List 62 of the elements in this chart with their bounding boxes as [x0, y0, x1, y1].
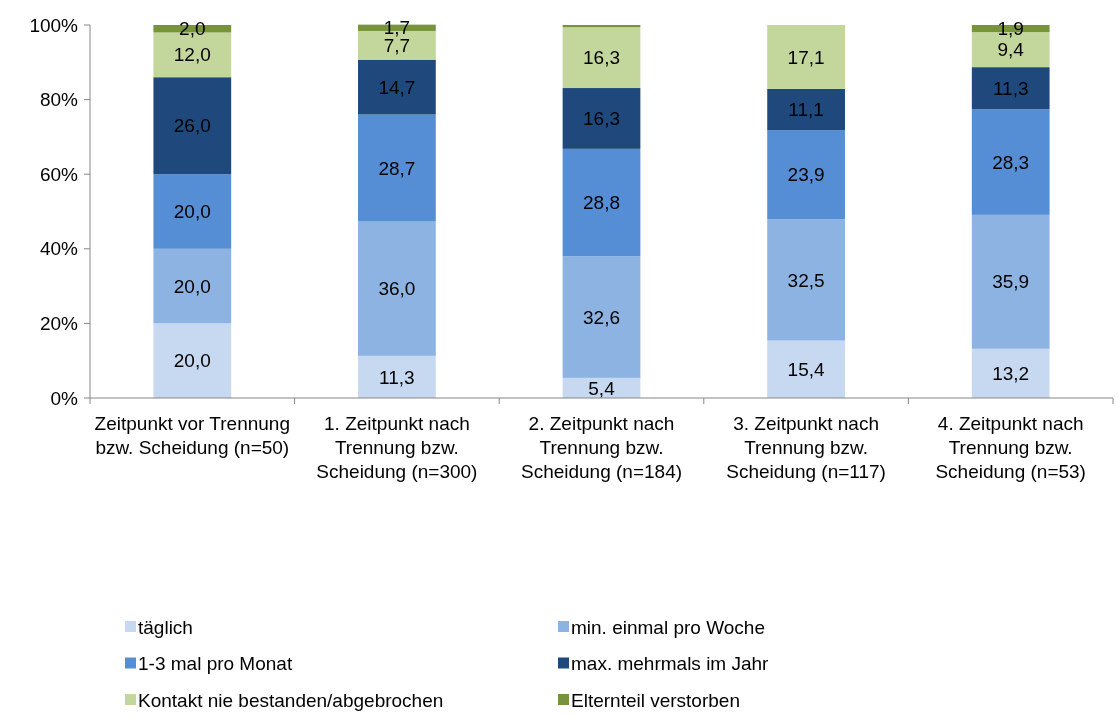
data-label: 14,7 [378, 76, 416, 98]
bar [358, 221, 436, 356]
y-tick-label: 100% [29, 14, 79, 36]
data-label: 28,7 [378, 157, 416, 179]
bar [562, 27, 641, 89]
data-label: 16,3 [583, 47, 620, 69]
y-tick-label: 0% [50, 387, 79, 409]
bar [562, 256, 641, 378]
data-label: 16,3 [583, 108, 620, 130]
data-label: 11,1 [788, 99, 824, 121]
bar [358, 59, 436, 115]
bar [971, 67, 1050, 110]
bar [153, 174, 232, 249]
bar [767, 340, 845, 398]
bar [971, 348, 1050, 398]
bar [562, 88, 641, 149]
legend-label: 1-3 mal pro Monat [138, 653, 293, 675]
legend-label: max. mehrmals im Jahr [571, 653, 770, 675]
bar [153, 248, 232, 324]
data-label: 11,3 [379, 366, 415, 388]
data-label: 12,0 [173, 44, 211, 66]
bar [153, 323, 232, 398]
bar [971, 109, 1050, 215]
data-label: 35,9 [992, 271, 1030, 293]
bar [767, 88, 845, 131]
data-label: 36,0 [378, 278, 416, 300]
data-label: 15,4 [787, 358, 826, 380]
data-label: 17,1 [787, 46, 825, 68]
bar [767, 25, 845, 89]
y-tick-label: 60% [39, 163, 79, 185]
data-label: 20,0 [173, 275, 211, 297]
legend-label: Kontakt nie bestanden/abgebrochen [138, 689, 444, 711]
data-label: 9,4 [997, 39, 1025, 61]
data-label: 20,0 [173, 350, 211, 372]
legend-label: täglich [138, 616, 193, 638]
data-label: 32,6 [583, 306, 620, 328]
bar [153, 77, 232, 175]
bar [971, 214, 1050, 349]
bar [358, 355, 436, 398]
legend-label: Elternteil verstorben [571, 689, 740, 711]
legend-label: min. einmal pro Woche [571, 616, 765, 638]
data-label: 28,3 [992, 151, 1030, 173]
data-label: 26,0 [173, 115, 211, 137]
bar [767, 130, 845, 220]
y-tick-label: 20% [39, 313, 79, 335]
bar [562, 148, 641, 257]
data-label: 32,5 [787, 269, 825, 291]
x-tick-label: Zeitpunkt vor Trennung bzw. Scheidung (n=50) [94, 413, 290, 458]
y-tick-label: 40% [39, 238, 79, 260]
data-label: 23,9 [787, 164, 825, 186]
data-label: 5,4 [588, 377, 616, 399]
x-tick-label: 4. Zeitpunkt nach Trennung bzw. Scheidung (n=53) [935, 413, 1086, 482]
data-label: 28,8 [583, 192, 620, 214]
x-tick-label: 3. Zeitpunkt nach Trennung bzw. Scheidung (n=117) [726, 413, 886, 482]
x-tick-label: 1. Zeitpunkt nach Trennung bzw. Scheidung (n=300) [316, 413, 478, 482]
x-tick-label: 2. Zeitpunkt nach Trennung bzw. Scheidung (n=184) [520, 413, 683, 482]
bar [767, 219, 845, 341]
data-label: 20,0 [173, 201, 211, 223]
y-tick-label: 80% [39, 89, 79, 111]
data-label: 11,3 [992, 77, 1029, 99]
bar [358, 114, 436, 222]
data-label: 13,2 [992, 363, 1030, 385]
